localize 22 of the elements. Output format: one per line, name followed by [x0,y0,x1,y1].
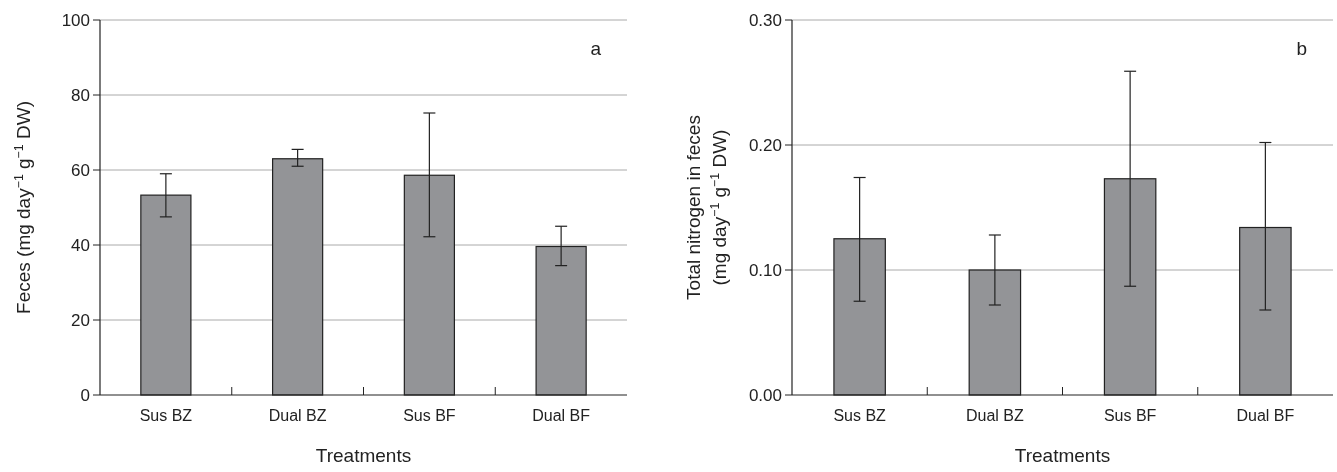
y-tick-label: 40 [71,235,90,255]
x-tick-label: Dual BF [532,407,591,424]
y-tick-label: 0.30 [748,10,782,30]
x-tick-label: Dual BF [1236,407,1295,424]
y-tick-label: 0 [80,385,90,405]
annotation: b [1296,38,1307,59]
y-tick-label: 0.10 [748,260,782,280]
y-tick-label: 80 [71,85,90,105]
x-tick-label: Sus BF [1103,407,1157,424]
x-tick-label: Dual BZ [268,407,327,424]
y-tick-label: 100 [61,10,90,30]
y-tick-label: 20 [71,310,90,330]
y-tick-label: 0.20 [748,135,782,155]
y-tick-label: 0.00 [748,385,782,405]
annotation: a [590,38,602,59]
x-tick-label: Sus BZ [833,407,887,424]
x-tick-label: Sus BZ [139,407,193,424]
x-axis-title: Treatments [315,445,412,466]
x-tick-label: Dual BZ [965,407,1024,424]
x-axis-title: Treatments [1014,445,1111,466]
y-tick-label: 60 [71,160,90,180]
x-tick-label: Sus BF [403,407,456,424]
